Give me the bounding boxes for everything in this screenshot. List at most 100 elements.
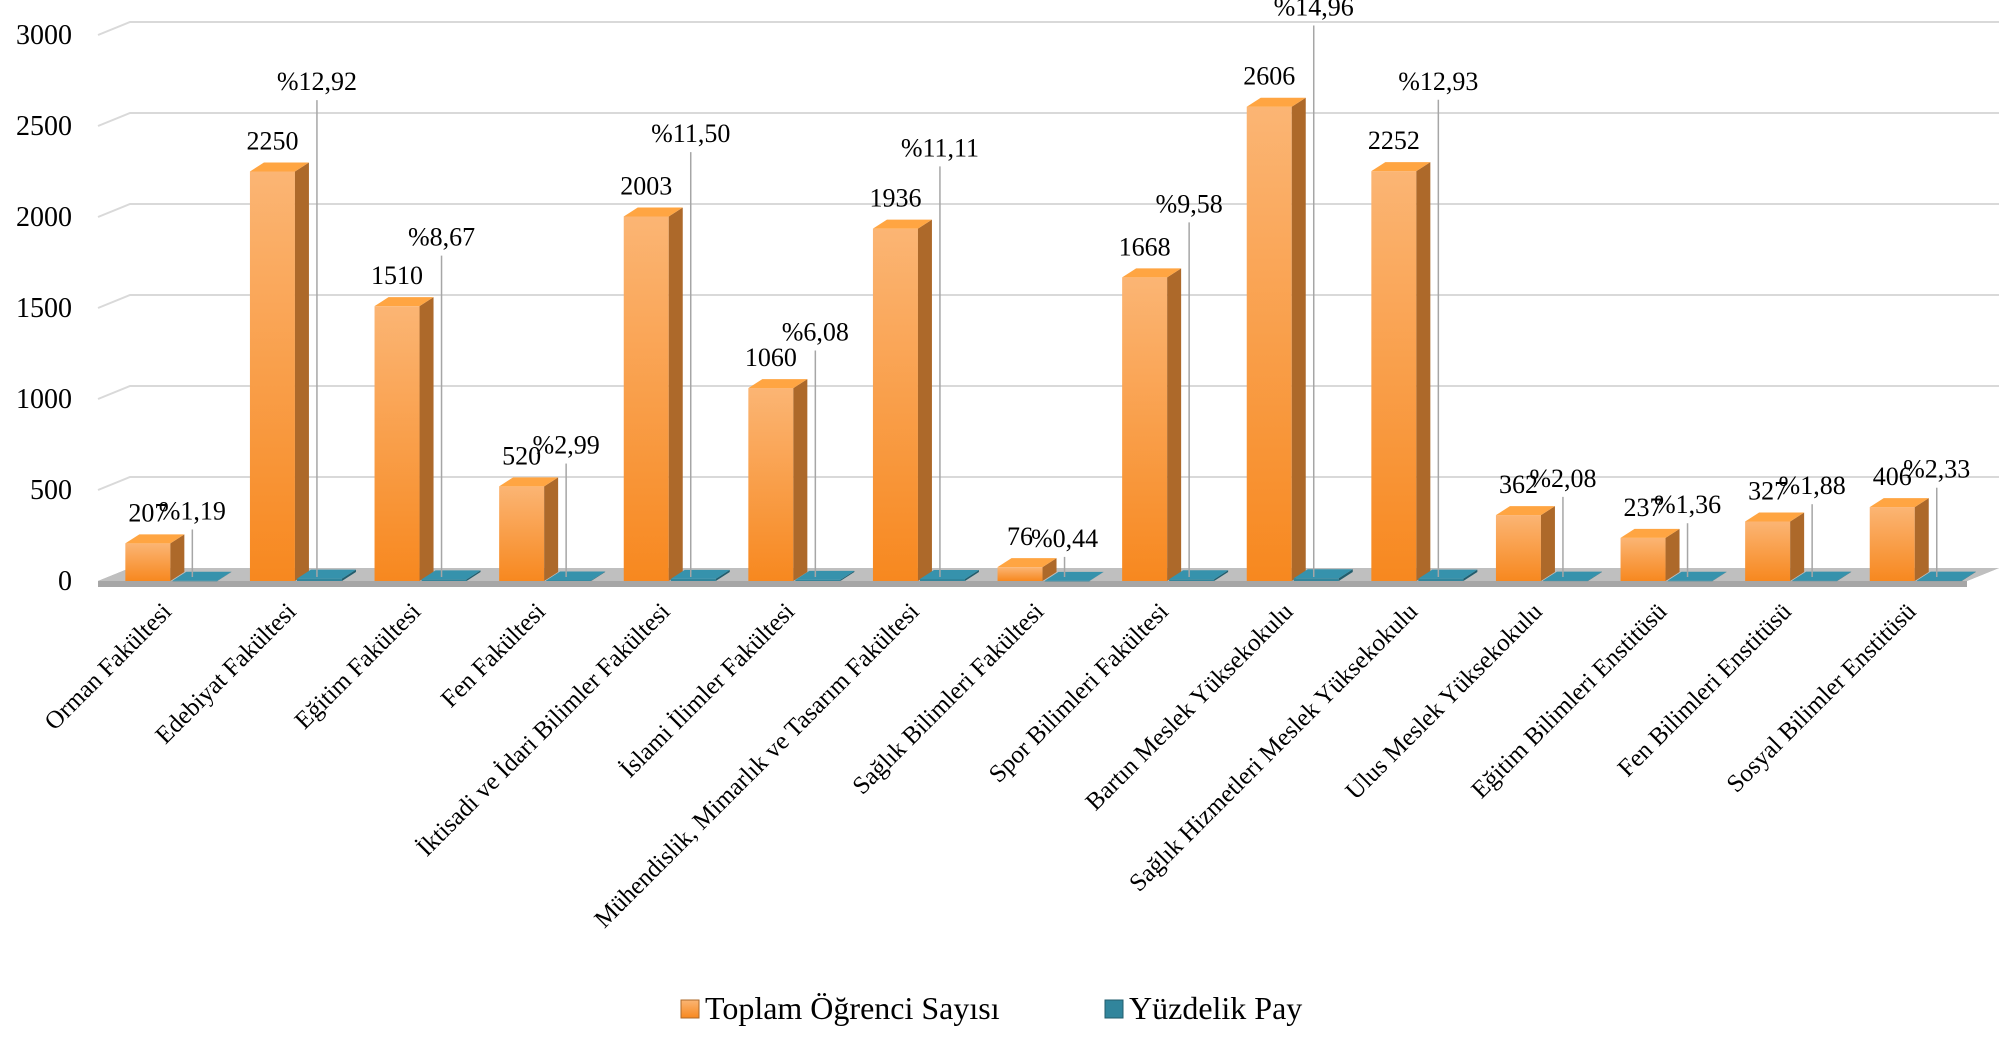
bar-top — [1418, 569, 1478, 579]
value-label: 1668 — [1119, 232, 1171, 261]
value-label: %9,58 — [1156, 189, 1223, 218]
bar-top — [1246, 97, 1306, 107]
bar-front — [1122, 277, 1168, 581]
y-tick-label: 2500 — [16, 111, 72, 142]
value-label: %12,92 — [277, 67, 357, 96]
x-tick-label: Eğitim Fakültesi — [290, 598, 426, 734]
bar — [546, 571, 606, 581]
bar-top — [1169, 570, 1229, 580]
value-label: 520 — [502, 441, 541, 470]
bar — [1667, 571, 1727, 582]
value-label: 327 — [1748, 476, 1787, 505]
grid-line — [97, 203, 1999, 218]
bar-top — [499, 477, 559, 487]
bar-side — [1463, 569, 1478, 581]
value-label: 2250 — [246, 127, 298, 156]
bar-side — [917, 219, 932, 581]
legend-swatch — [1104, 999, 1124, 1019]
value-label: 1936 — [869, 184, 921, 213]
y-tick-label: 2000 — [16, 202, 72, 233]
bar-top — [1044, 571, 1104, 581]
bar — [374, 297, 434, 581]
bar-side — [419, 297, 434, 581]
bar-front — [872, 228, 918, 581]
bar — [421, 570, 481, 581]
bar-side — [1338, 569, 1353, 581]
y-tick-label: 3000 — [16, 20, 72, 51]
bar — [919, 569, 979, 581]
bar-front — [670, 578, 716, 581]
y-tick-label: 1500 — [16, 293, 72, 324]
bar — [172, 571, 232, 582]
value-label: 406 — [1873, 462, 1912, 491]
bar-front — [1371, 171, 1417, 582]
value-label: 2606 — [1243, 62, 1295, 91]
bar — [1122, 268, 1182, 581]
bar-top — [249, 162, 309, 172]
bar-top — [296, 569, 356, 579]
bar-top — [1495, 506, 1555, 516]
bar-front — [296, 578, 342, 581]
value-label: %2,99 — [533, 431, 600, 460]
value-label: 2252 — [1368, 126, 1420, 155]
bar — [1044, 571, 1104, 582]
bar-front — [1542, 580, 1588, 582]
bar-side — [1837, 571, 1852, 581]
bar-side — [1089, 571, 1104, 581]
bar-top — [1620, 528, 1680, 538]
grid-line — [97, 112, 1999, 127]
bar-top — [172, 571, 232, 581]
value-label: %11,11 — [901, 133, 979, 162]
value-label: %12,93 — [1398, 67, 1478, 96]
bar-top — [748, 379, 808, 389]
bar-front — [997, 567, 1043, 581]
bar-front — [1869, 507, 1915, 581]
bar-top — [421, 570, 481, 580]
bar-top — [1792, 571, 1852, 581]
bar-front — [1418, 578, 1464, 581]
bar-side — [1587, 571, 1602, 581]
bar-side — [1416, 162, 1431, 582]
bar-top — [1542, 571, 1602, 581]
value-label: %6,08 — [782, 317, 849, 346]
bar — [1745, 512, 1805, 581]
bar-top — [1122, 268, 1182, 278]
bar-side — [1214, 570, 1229, 581]
bar-front — [1169, 579, 1215, 581]
bar-front — [249, 171, 295, 581]
value-label: 207 — [128, 498, 167, 527]
bar-side — [466, 570, 481, 581]
value-label: %1,19 — [159, 496, 226, 525]
bar-front — [748, 388, 794, 581]
value-label: %11,50 — [651, 119, 730, 148]
bar-front — [1044, 580, 1090, 582]
legend-label: Toplam Öğrenci Sayısı — [705, 990, 1000, 1026]
bar-front — [919, 578, 965, 581]
bar-side — [1961, 571, 1976, 581]
value-label: 1510 — [371, 261, 423, 290]
bar — [499, 477, 559, 581]
bar — [1418, 569, 1478, 581]
bar-front — [546, 580, 592, 581]
x-tick-label: Orman Fakültesi — [40, 598, 177, 735]
value-label: %0,44 — [1031, 524, 1098, 553]
bar-front — [499, 486, 545, 581]
value-label: %14,96 — [1274, 0, 1354, 21]
bar — [670, 569, 730, 581]
value-label: %1,36 — [1654, 490, 1721, 519]
bar — [1792, 571, 1852, 582]
grid-line — [97, 21, 1999, 36]
bar-side — [591, 571, 606, 581]
value-label: %2,08 — [1529, 464, 1596, 493]
bar-top — [997, 558, 1057, 568]
bar-side — [1291, 97, 1306, 581]
bar-top — [1667, 571, 1727, 581]
value-label: 76 — [1007, 522, 1033, 551]
x-tick-label: Bartın Meslek Yüksekokulu — [1081, 598, 1299, 816]
bar — [249, 162, 309, 581]
bar — [1371, 162, 1431, 582]
legend-label: Yüzdelik Pay — [1129, 990, 1302, 1026]
bar-front — [1246, 106, 1292, 581]
bar-front — [1916, 580, 1962, 582]
